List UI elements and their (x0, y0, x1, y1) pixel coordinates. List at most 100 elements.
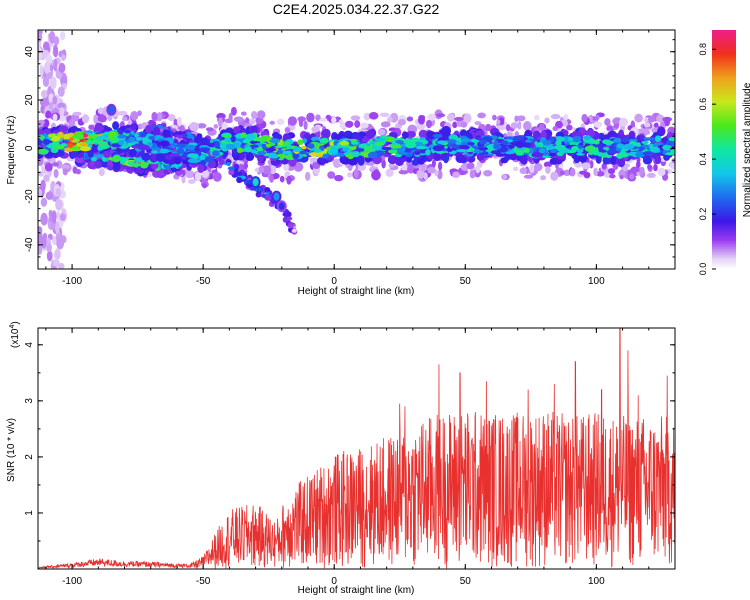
halo-cell (559, 170, 565, 176)
band-cell (242, 139, 252, 144)
noise-cell (53, 168, 59, 179)
band-cell (547, 152, 558, 157)
noise-cell (49, 64, 54, 72)
halo-cell (523, 174, 534, 179)
halo-cell (388, 163, 395, 168)
halo-cell (262, 165, 272, 175)
snr-xtick-label: -100 (62, 576, 82, 587)
band-cell (374, 141, 385, 146)
halo-cell (44, 162, 53, 172)
halo-cell (581, 162, 591, 170)
halo-cell (52, 162, 60, 167)
band-halo (162, 129, 171, 139)
band-cell (662, 144, 673, 151)
halo-cell (555, 120, 563, 129)
halo-cell (88, 124, 95, 130)
halo-cell (523, 121, 532, 131)
band-cell (554, 144, 567, 151)
band-cell (57, 131, 64, 138)
band-cell (299, 150, 307, 155)
colorbar: 0.0 0.2 0.4 0.6 0.8 Normalized spectral ampl… (698, 30, 750, 275)
halo-cell (496, 119, 501, 125)
halo-cell (581, 113, 588, 123)
spectrogram-xtick-label: 50 (460, 276, 472, 287)
noise-cell (59, 31, 66, 41)
band-cell (478, 139, 487, 145)
band-cell (249, 144, 259, 148)
band-cell (381, 146, 391, 151)
band-cell (613, 137, 622, 143)
noise-cell (57, 262, 65, 269)
snr-multiplier: (x104) (9, 321, 21, 348)
halo-cell (157, 111, 163, 122)
halo-cell (607, 168, 616, 175)
band-cell (212, 150, 220, 157)
band-halo (245, 152, 255, 162)
band-cell (245, 133, 256, 141)
band-cell (652, 148, 659, 153)
halo-cell (287, 116, 298, 126)
snr-multiplier-exponent: 4 (9, 325, 16, 329)
halo-cell (151, 111, 158, 122)
noise-cell (59, 213, 66, 221)
band-halo (91, 143, 100, 153)
spectrogram-frame (37, 29, 676, 270)
noise-cell (56, 237, 65, 250)
branch-cell (236, 171, 243, 176)
halo-cell (269, 174, 274, 183)
halo-cell (609, 173, 616, 179)
band-cell (492, 143, 502, 150)
band-cell (666, 140, 672, 146)
band-cell (602, 139, 611, 145)
halo-cell (194, 171, 202, 182)
band-cell (358, 143, 368, 149)
halo-cell (647, 164, 652, 170)
spectrogram-xtick-label: 100 (588, 276, 605, 287)
band-cell (204, 156, 214, 163)
band-cell (351, 150, 361, 158)
spectrogram-ylabel: Frequency (Hz) (6, 116, 17, 185)
band-cell (416, 145, 427, 150)
snr-ytick-label: 1 (24, 510, 35, 516)
band-cell (198, 147, 211, 152)
isolated-blob (278, 202, 285, 211)
halo-cell (97, 107, 105, 115)
band-halo (233, 126, 241, 133)
band-halo (366, 129, 375, 140)
halo-cell (596, 170, 605, 177)
halo-cell (304, 171, 311, 181)
halo-cell (81, 113, 90, 124)
halo-cell (505, 124, 511, 132)
band-halo (475, 130, 485, 137)
halo-cell (121, 116, 128, 122)
halo-cell (656, 114, 665, 123)
halo-cell (244, 117, 250, 126)
halo-cell (416, 122, 426, 131)
halo-cell (59, 115, 67, 122)
band-cell (80, 142, 88, 147)
halo-cell (579, 170, 588, 175)
band-cell (236, 147, 243, 154)
band-cell (538, 148, 546, 154)
band-cell (292, 152, 300, 160)
band-cell (403, 138, 412, 145)
halo-cell (311, 126, 320, 133)
halo-cell (97, 114, 108, 123)
band-cell (357, 147, 365, 152)
halo-cell (454, 116, 464, 122)
halo-cell (545, 166, 551, 174)
halo-cell (353, 168, 359, 178)
band-halo (504, 153, 511, 162)
halo-cell (406, 116, 414, 122)
band-cell (282, 150, 293, 155)
band-halo (520, 157, 527, 165)
noise-cell (38, 242, 43, 255)
band-cell (219, 142, 227, 150)
band-halo (321, 129, 330, 140)
noise-cell (43, 174, 50, 181)
band-cell (591, 148, 600, 156)
spectrogram-panel: -100 -50 0 50 100 -40 -20 0 20 40 Height of strai… (6, 29, 676, 297)
noise-cell (55, 211, 61, 220)
halo-cell (644, 122, 651, 128)
band-cell (223, 135, 231, 139)
